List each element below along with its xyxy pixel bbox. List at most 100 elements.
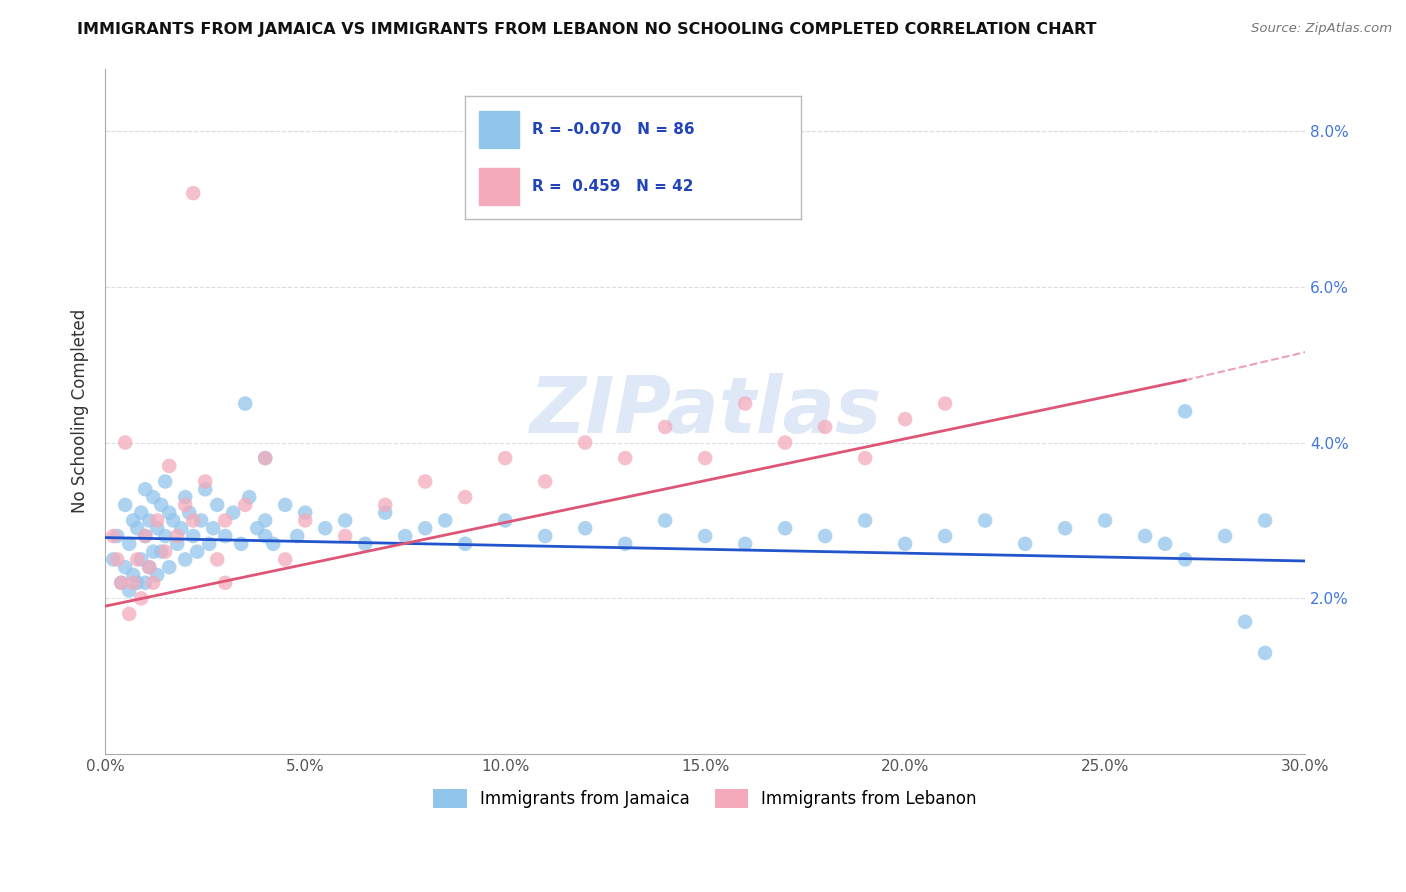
- Point: [110, 575, 132, 590]
- Point: [853, 513, 876, 527]
- Point: [214, 513, 236, 527]
- Point: [114, 435, 136, 450]
- Point: [194, 475, 217, 489]
- Point: [335, 513, 357, 527]
- Point: [274, 498, 297, 512]
- Point: [122, 513, 145, 527]
- Point: [238, 490, 260, 504]
- Text: IMMIGRANTS FROM JAMAICA VS IMMIGRANTS FROM LEBANON NO SCHOOLING COMPLETED CORREL: IMMIGRANTS FROM JAMAICA VS IMMIGRANTS FR…: [77, 22, 1097, 37]
- Point: [114, 498, 136, 512]
- Legend: Immigrants from Jamaica, Immigrants from Lebanon: Immigrants from Jamaica, Immigrants from…: [426, 782, 984, 814]
- Point: [734, 396, 756, 410]
- Point: [122, 568, 145, 582]
- Point: [114, 560, 136, 574]
- Point: [254, 451, 277, 466]
- Point: [174, 552, 197, 566]
- Point: [734, 537, 756, 551]
- Point: [695, 529, 717, 543]
- Point: [262, 537, 284, 551]
- Point: [155, 529, 177, 543]
- Point: [274, 552, 297, 566]
- Point: [138, 560, 160, 574]
- Point: [129, 591, 152, 606]
- Point: [150, 498, 173, 512]
- Point: [974, 513, 997, 527]
- Point: [314, 521, 336, 535]
- Point: [934, 396, 956, 410]
- Point: [285, 529, 308, 543]
- Point: [190, 513, 212, 527]
- Point: [1014, 537, 1036, 551]
- Point: [127, 552, 149, 566]
- Point: [186, 544, 208, 558]
- Point: [294, 506, 316, 520]
- Point: [198, 537, 221, 551]
- Point: [233, 498, 256, 512]
- Point: [118, 537, 141, 551]
- Point: [214, 529, 236, 543]
- Point: [129, 506, 152, 520]
- Point: [534, 529, 557, 543]
- Y-axis label: No Schooling Completed: No Schooling Completed: [72, 310, 89, 514]
- Point: [374, 498, 396, 512]
- Point: [1174, 404, 1197, 418]
- Point: [181, 186, 204, 201]
- Point: [181, 529, 204, 543]
- Point: [1213, 529, 1236, 543]
- Point: [157, 458, 180, 473]
- Point: [1133, 529, 1156, 543]
- Point: [335, 529, 357, 543]
- Point: [129, 552, 152, 566]
- Point: [233, 396, 256, 410]
- Point: [1054, 521, 1077, 535]
- Point: [134, 483, 156, 497]
- Point: [494, 513, 516, 527]
- Point: [695, 451, 717, 466]
- Point: [494, 451, 516, 466]
- Point: [614, 537, 637, 551]
- Point: [294, 513, 316, 527]
- Point: [246, 521, 269, 535]
- Point: [231, 537, 253, 551]
- Point: [155, 475, 177, 489]
- Point: [254, 451, 277, 466]
- Point: [1174, 552, 1197, 566]
- Text: Source: ZipAtlas.com: Source: ZipAtlas.com: [1251, 22, 1392, 36]
- Point: [354, 537, 377, 551]
- Point: [181, 513, 204, 527]
- Point: [654, 420, 676, 434]
- Point: [894, 537, 917, 551]
- Point: [205, 552, 228, 566]
- Point: [146, 513, 169, 527]
- Point: [773, 435, 796, 450]
- Point: [574, 435, 596, 450]
- Point: [934, 529, 956, 543]
- Point: [138, 560, 160, 574]
- Point: [434, 513, 457, 527]
- Point: [222, 506, 245, 520]
- Point: [170, 521, 193, 535]
- Point: [142, 575, 165, 590]
- Point: [814, 529, 837, 543]
- Point: [179, 506, 201, 520]
- Point: [205, 498, 228, 512]
- Point: [134, 575, 156, 590]
- Point: [134, 529, 156, 543]
- Point: [374, 506, 396, 520]
- Point: [853, 451, 876, 466]
- Point: [146, 568, 169, 582]
- Point: [654, 513, 676, 527]
- Point: [127, 575, 149, 590]
- Point: [150, 544, 173, 558]
- Point: [110, 575, 132, 590]
- Point: [166, 537, 188, 551]
- Point: [1094, 513, 1116, 527]
- Point: [614, 451, 637, 466]
- Point: [454, 537, 477, 551]
- Point: [1254, 513, 1277, 527]
- Point: [194, 483, 217, 497]
- Point: [814, 420, 837, 434]
- Point: [574, 521, 596, 535]
- Point: [157, 506, 180, 520]
- Point: [157, 560, 180, 574]
